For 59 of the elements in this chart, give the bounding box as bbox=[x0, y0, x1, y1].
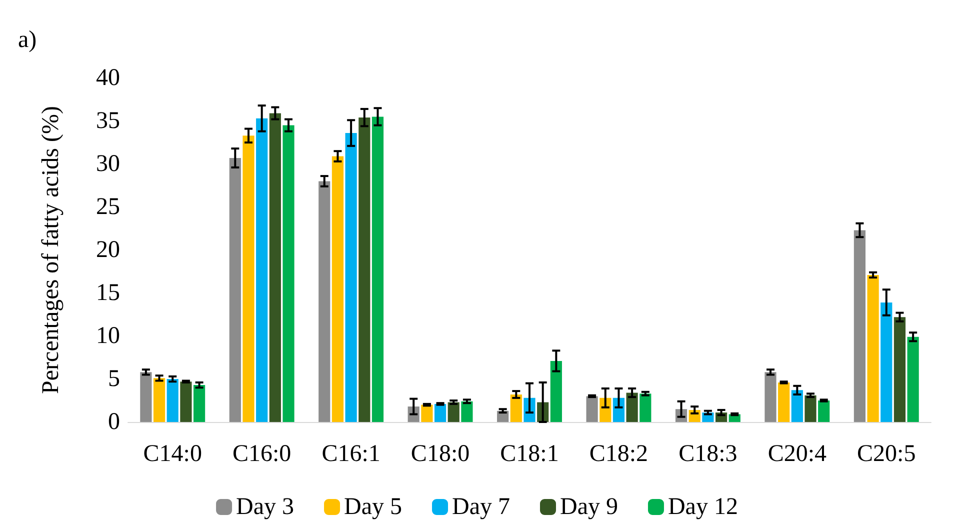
legend-label: Day 12 bbox=[668, 494, 738, 520]
bar bbox=[854, 230, 866, 422]
y-tick-label: 30 bbox=[96, 151, 120, 177]
x-tick-label: C18:2 bbox=[589, 441, 648, 467]
bar bbox=[193, 385, 206, 422]
x-tick-label: C14:0 bbox=[143, 441, 202, 467]
bar bbox=[229, 158, 241, 422]
x-tick-label: C16:1 bbox=[322, 441, 380, 467]
bar bbox=[345, 133, 357, 422]
bar bbox=[421, 404, 433, 422]
x-tick-label: C18:0 bbox=[410, 441, 470, 467]
y-tick-label: 5 bbox=[108, 366, 120, 392]
x-tick-label: C18:1 bbox=[500, 441, 559, 467]
bar bbox=[269, 113, 281, 422]
legend-label: Day 3 bbox=[236, 494, 294, 520]
bar bbox=[153, 378, 166, 422]
legend-label: Day 5 bbox=[344, 494, 402, 520]
x-tick-label: C16:0 bbox=[232, 441, 292, 467]
y-axis-title: Percentages of fatty acids (%) bbox=[38, 106, 64, 394]
bar bbox=[550, 360, 562, 422]
bar bbox=[180, 382, 192, 422]
bar bbox=[894, 317, 906, 422]
legend-label: Day 7 bbox=[452, 494, 510, 520]
x-tick-label: C20:5 bbox=[857, 441, 916, 467]
x-tick-label: C20:4 bbox=[768, 441, 827, 467]
bar bbox=[166, 379, 178, 422]
bar bbox=[448, 402, 460, 422]
y-tick-label: 10 bbox=[96, 323, 120, 349]
y-tick-label: 35 bbox=[96, 108, 120, 134]
bar bbox=[332, 156, 344, 422]
bar bbox=[818, 400, 830, 422]
y-tick-label: 20 bbox=[96, 237, 120, 263]
bar bbox=[461, 401, 473, 422]
bar bbox=[434, 404, 446, 422]
bar bbox=[318, 181, 330, 422]
y-tick-label: 0 bbox=[108, 409, 120, 435]
bar bbox=[867, 274, 879, 422]
bar bbox=[510, 394, 522, 422]
bar bbox=[764, 372, 776, 422]
bar bbox=[791, 390, 803, 422]
bar bbox=[626, 392, 638, 422]
bar bbox=[880, 302, 892, 422]
bar bbox=[640, 394, 652, 422]
y-tick-label: 40 bbox=[96, 65, 120, 91]
legend-label: Day 9 bbox=[560, 494, 618, 520]
bar bbox=[242, 136, 254, 422]
bar bbox=[907, 336, 919, 422]
x-tick-label: C18:3 bbox=[678, 441, 738, 467]
bar bbox=[358, 118, 370, 422]
y-tick-label: 25 bbox=[96, 194, 120, 220]
bar bbox=[282, 125, 294, 422]
bar bbox=[140, 372, 152, 422]
bar bbox=[778, 382, 790, 422]
bar bbox=[256, 118, 268, 422]
text: a) bbox=[18, 27, 37, 53]
bar bbox=[586, 396, 598, 422]
bar bbox=[372, 116, 384, 422]
y-tick-label: 15 bbox=[96, 280, 120, 306]
bar bbox=[804, 395, 816, 422]
